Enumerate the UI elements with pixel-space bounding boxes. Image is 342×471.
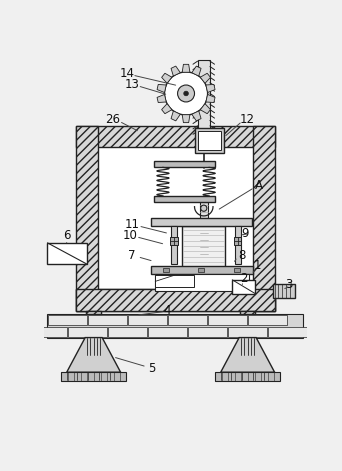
Bar <box>152 266 253 274</box>
Bar <box>240 310 255 315</box>
Bar <box>195 128 224 153</box>
Polygon shape <box>157 84 166 92</box>
Polygon shape <box>182 115 190 122</box>
Circle shape <box>177 85 195 102</box>
Bar <box>188 327 227 337</box>
Polygon shape <box>162 73 172 83</box>
Bar <box>86 310 101 315</box>
Bar <box>154 161 215 167</box>
Text: 2: 2 <box>240 272 248 285</box>
Bar <box>28 327 67 337</box>
Bar <box>148 327 187 337</box>
Bar <box>200 202 208 264</box>
Text: 8: 8 <box>239 249 246 262</box>
Text: 12: 12 <box>240 113 255 126</box>
Text: 13: 13 <box>125 78 140 91</box>
Polygon shape <box>67 338 121 372</box>
Polygon shape <box>200 104 210 114</box>
Polygon shape <box>200 73 210 83</box>
Bar <box>268 327 307 337</box>
Bar <box>108 327 147 337</box>
Bar <box>170 237 177 245</box>
Polygon shape <box>206 84 215 92</box>
Bar <box>155 274 249 291</box>
Bar <box>235 226 241 264</box>
Bar <box>76 126 275 147</box>
Text: 3: 3 <box>285 278 292 291</box>
Polygon shape <box>171 111 180 121</box>
Polygon shape <box>182 65 190 72</box>
Text: 14: 14 <box>119 67 134 80</box>
Bar <box>76 289 275 310</box>
Text: 11: 11 <box>124 218 140 231</box>
Bar <box>48 315 87 325</box>
Bar <box>198 131 221 150</box>
Bar <box>155 275 194 287</box>
Circle shape <box>201 205 207 211</box>
Polygon shape <box>157 95 166 103</box>
Circle shape <box>165 72 208 115</box>
Bar <box>273 284 294 298</box>
Bar <box>215 372 280 382</box>
Bar <box>163 268 169 272</box>
Text: 26: 26 <box>105 113 120 126</box>
Text: 4: 4 <box>163 304 171 317</box>
Text: 1: 1 <box>254 260 261 272</box>
Bar <box>76 289 275 310</box>
Bar <box>61 372 126 382</box>
Bar <box>88 315 127 325</box>
Bar <box>198 60 210 138</box>
Bar <box>48 243 88 264</box>
Text: A: A <box>255 179 263 192</box>
Text: 5: 5 <box>148 362 155 375</box>
Polygon shape <box>221 338 275 372</box>
Text: 9: 9 <box>241 227 249 240</box>
Polygon shape <box>206 95 215 103</box>
Bar <box>152 218 251 226</box>
Bar <box>198 268 204 272</box>
Bar <box>171 226 177 264</box>
Bar <box>221 372 275 380</box>
Text: 7: 7 <box>128 249 136 262</box>
Bar <box>248 315 287 325</box>
Polygon shape <box>171 66 180 76</box>
Bar <box>228 327 267 337</box>
Text: 10: 10 <box>122 228 137 242</box>
Circle shape <box>184 91 188 96</box>
Bar <box>97 147 253 289</box>
Bar <box>182 226 225 280</box>
Bar <box>68 327 107 337</box>
Bar <box>86 310 101 315</box>
Bar <box>234 268 240 272</box>
Bar <box>48 315 303 338</box>
Bar <box>240 310 255 315</box>
Bar <box>67 372 121 380</box>
Bar <box>208 315 247 325</box>
Polygon shape <box>192 111 201 121</box>
Bar <box>154 196 215 202</box>
Polygon shape <box>192 66 201 76</box>
Bar <box>128 315 167 325</box>
Bar <box>253 126 275 310</box>
Polygon shape <box>162 104 172 114</box>
Text: 6: 6 <box>63 228 70 242</box>
Bar <box>168 315 207 325</box>
Bar <box>232 280 255 294</box>
Bar <box>76 126 97 310</box>
Bar <box>234 237 241 245</box>
